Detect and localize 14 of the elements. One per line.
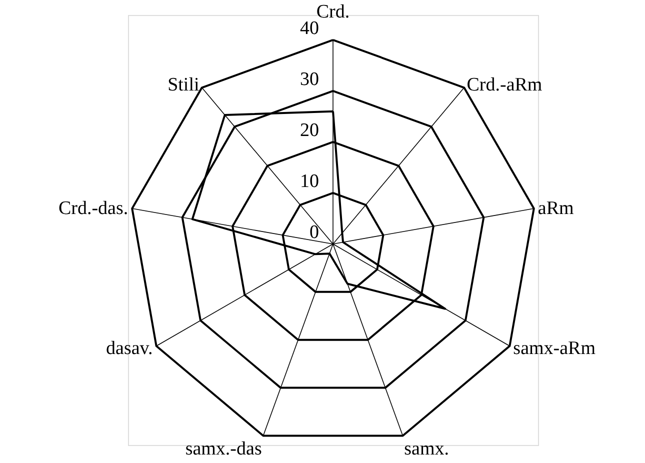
y-tick-label: 30 (300, 68, 319, 90)
spoke-label: dasav. (106, 338, 153, 360)
spoke-label: aRm (538, 198, 574, 219)
spoke-label: Stili (168, 74, 200, 96)
y-tick-label: 0 (310, 222, 319, 243)
spoke-label: Crd.-das. (58, 198, 128, 219)
spoke-label: samx.-das (185, 438, 262, 460)
y-tick-label: 40 (300, 18, 319, 39)
y-tick-label: 20 (300, 120, 319, 141)
spoke-label: samx-aRm (513, 338, 596, 360)
spoke-label: Crd.-aRm (466, 74, 542, 96)
spoke-label: Crd. (316, 2, 350, 23)
y-tick-label: 10 (300, 170, 319, 192)
spoke-label: samx. (404, 438, 450, 460)
